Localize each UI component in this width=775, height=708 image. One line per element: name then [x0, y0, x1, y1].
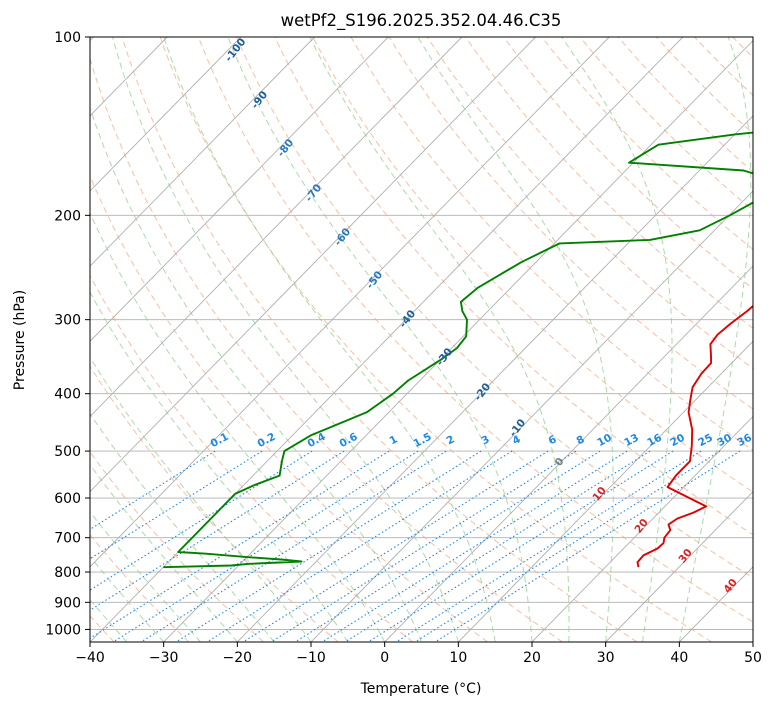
- pressure-gridlines: [90, 37, 753, 630]
- moist-adiabat: [417, 37, 614, 642]
- dry-adiabat: [159, 37, 712, 642]
- moist-adiabat: [90, 412, 275, 642]
- x-tick-label: 40: [670, 650, 688, 666]
- isotherm: [163, 39, 753, 642]
- isotherm: [531, 415, 753, 642]
- x-axis-ticks: −40 −30 −20 −10 0 10 20 30 40 50: [75, 642, 762, 666]
- x-tick-label: 50: [744, 650, 762, 666]
- dry-adiabat: [90, 365, 339, 642]
- dry-adiabat: [90, 451, 264, 642]
- x-tick-label: −20: [223, 650, 253, 666]
- moist-adiabat: [90, 106, 422, 642]
- dry-adiabat: [121, 37, 638, 642]
- dry-adiabat: [90, 57, 563, 642]
- x-tick-label: 10: [449, 650, 467, 666]
- moist-adiabat: [90, 291, 349, 642]
- y-axis-ticks: 100 200 300 400 500 600 700 800 900 1000: [45, 30, 90, 638]
- y-tick-label: 100: [54, 30, 81, 46]
- profile-series: [163, 131, 753, 569]
- isotherm: [605, 491, 753, 642]
- dry-adiabat: [426, 37, 753, 370]
- moist-adiabat: [309, 37, 570, 642]
- y-tick-label: 200: [54, 208, 81, 224]
- y-tick-label: 400: [54, 387, 81, 403]
- x-tick-label: −10: [296, 650, 326, 666]
- dry-adiabat: [312, 37, 753, 493]
- moist-adiabats: [90, 37, 752, 642]
- isotherm: [90, 37, 389, 342]
- isotherm: [310, 190, 753, 642]
- temperature-profile-line: [636, 304, 753, 568]
- isotherm: [458, 340, 753, 642]
- dewpoint-profile-line: [163, 131, 753, 569]
- y-tick-label: 700: [54, 531, 81, 547]
- chart-title: wetPf2_S196.2025.352.04.46.C35: [281, 11, 562, 31]
- dry-adiabat: [236, 37, 753, 579]
- dry-adiabat: [197, 37, 753, 623]
- plot-area: -100-90-80-70-60-50-40-30-20-10010203040…: [90, 37, 754, 642]
- x-tick-label: −30: [149, 650, 179, 666]
- moist-adiabat: [112, 37, 459, 642]
- mixing-ratio-label: 36: [735, 432, 754, 449]
- x-tick-label: −40: [75, 650, 105, 666]
- moist-adiabat: [90, 463, 238, 642]
- moist-adiabat: [90, 211, 386, 642]
- moist-adiabat: [678, 37, 752, 642]
- y-tick-label: 300: [54, 313, 81, 329]
- y-tick-label: 900: [54, 595, 81, 611]
- dry-adiabat: [350, 37, 753, 451]
- moist-adiabat: [227, 37, 533, 642]
- y-tick-label: 500: [54, 444, 81, 460]
- y-tick-label: 1000: [45, 622, 81, 638]
- isotherm: [90, 37, 242, 192]
- isotherm: [90, 37, 463, 418]
- y-tick-label: 800: [54, 565, 81, 581]
- dry-adiabat: [90, 175, 488, 642]
- isotherm: [90, 37, 610, 568]
- isotherms: [90, 37, 753, 642]
- x-tick-label: 20: [523, 650, 541, 666]
- isotherm: [90, 37, 315, 267]
- moist-adiabat: [163, 37, 496, 642]
- x-tick-label: 0: [380, 650, 389, 666]
- isotherm: [90, 37, 536, 493]
- y-axis-label: Pressure (hPa): [12, 290, 28, 390]
- x-axis-label: Temperature (°C): [360, 681, 482, 697]
- dry-adiabat: [388, 37, 753, 410]
- x-tick-label: 30: [597, 650, 615, 666]
- y-tick-label: 600: [54, 491, 81, 507]
- plot-frame: [89, 36, 754, 643]
- moist-adiabat: [561, 37, 673, 642]
- isotherm: [237, 115, 753, 642]
